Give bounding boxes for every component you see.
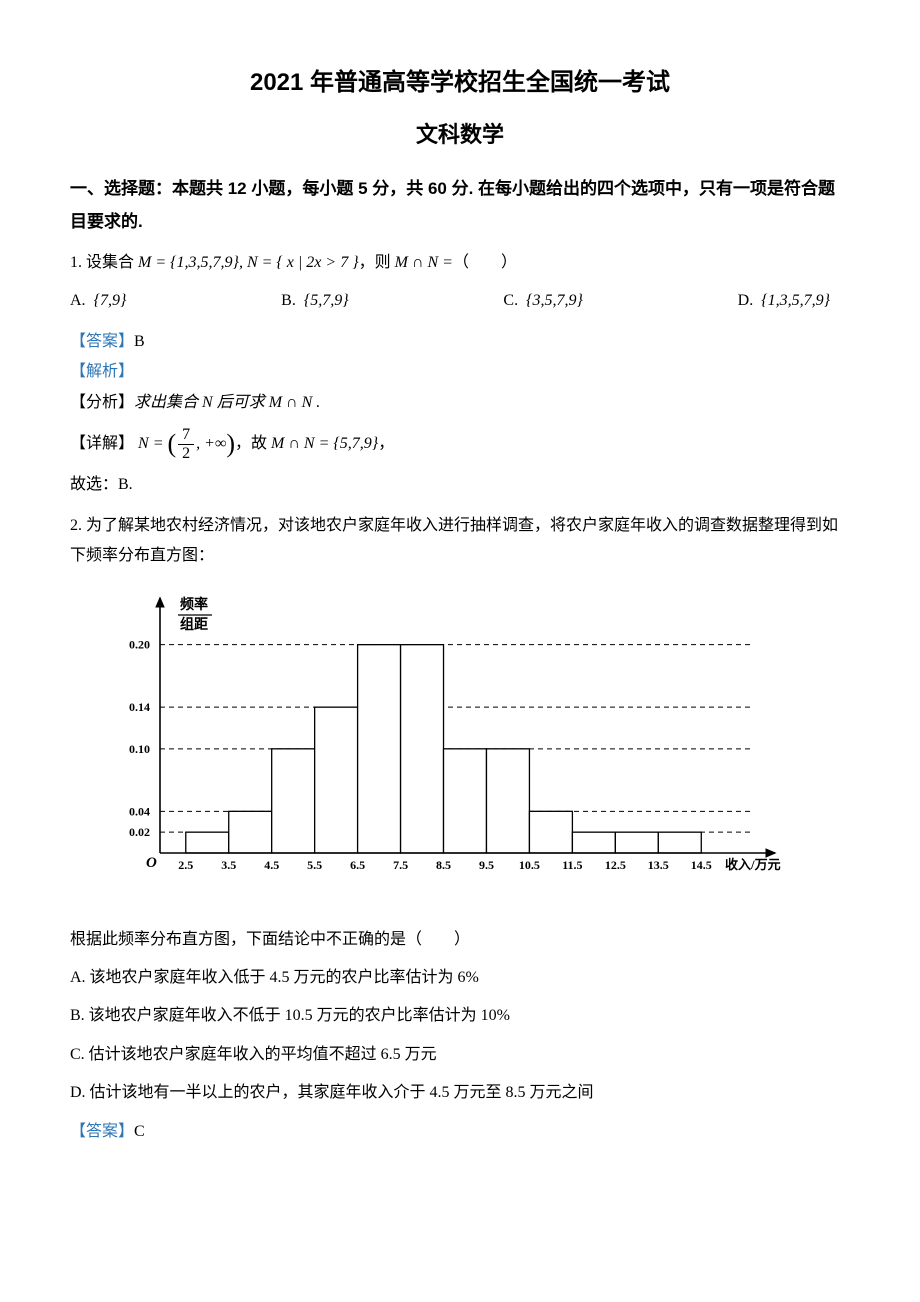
q1-opt-d-val: {1,3,5,7,9} (761, 292, 830, 309)
svg-text:13.5: 13.5 (648, 858, 669, 872)
svg-text:14.5: 14.5 (691, 858, 712, 872)
q1-math-mn: M ∩ N = (395, 254, 453, 271)
svg-text:6.5: 6.5 (350, 858, 365, 872)
svg-text:11.5: 11.5 (562, 858, 582, 872)
q1-opt-a-val: {7,9} (94, 292, 127, 309)
main-title: 2021 年普通高等学校招生全国统一考试 (70, 60, 850, 106)
q1-answer: 【答案】B (70, 327, 850, 357)
question-2: 2. 为了解某地农村经济情况，对该地农户家庭年收入进行抽样调查，将农户家庭年收入… (70, 511, 850, 572)
q1-opt-b-val: {5,7,9} (304, 292, 349, 309)
q2-answer-val: C (134, 1123, 145, 1140)
q1-detail-mid: ，故 (235, 435, 271, 452)
svg-text:0.20: 0.20 (129, 638, 150, 652)
q1-answer-val: B (134, 333, 145, 350)
q1-detail-N-pre: N = (138, 435, 167, 452)
q2-number: 2. (70, 517, 82, 534)
svg-text:7.5: 7.5 (393, 858, 408, 872)
svg-text:O: O (146, 855, 157, 871)
question-1: 1. 设集合 M = {1,3,5,7,9}, N = { x | 2x > 7… (70, 248, 850, 278)
svg-text:组距: 组距 (180, 616, 208, 633)
q1-opt-a-label: A. (70, 292, 86, 309)
q1-option-b: B. {5,7,9} (281, 286, 348, 316)
q1-math-sets: M = {1,3,5,7,9}, N = { x | 2x > 7 } (138, 254, 359, 271)
q1-detail-label: 【详解】 (70, 435, 134, 452)
q1-opt-b-label: B. (281, 292, 296, 309)
lparen-icon: ( (167, 429, 176, 458)
q1-analysis: 【解析】 (70, 357, 850, 387)
q1-paren: （ ） (453, 254, 517, 271)
q1-option-c: C. {3,5,7,9} (503, 286, 582, 316)
q1-opt-d-label: D. (738, 292, 754, 309)
svg-text:4.5: 4.5 (264, 858, 279, 872)
q1-opt-c-val: {3,5,7,9} (526, 292, 583, 309)
svg-text:0.10: 0.10 (129, 742, 150, 756)
svg-text:0.02: 0.02 (129, 825, 150, 839)
q1-fenxi: 【分析】求出集合 N 后可求 M ∩ N . (70, 388, 850, 418)
svg-text:0.14: 0.14 (129, 700, 150, 714)
q1-option-d: D. {1,3,5,7,9} (738, 286, 830, 316)
q1-frac-num: 7 (178, 426, 194, 445)
q1-analysis-label: 【解析】 (70, 363, 134, 380)
svg-text:2.5: 2.5 (178, 858, 193, 872)
q2-options: A. 该地农户家庭年收入低于 4.5 万元的农户比率估计为 6% B. 该地农户… (70, 963, 850, 1109)
svg-text:0.04: 0.04 (129, 805, 150, 819)
svg-text:5.5: 5.5 (307, 858, 322, 872)
sub-title: 文科数学 (70, 114, 850, 156)
q2-answer-label: 【答案】 (70, 1123, 134, 1140)
q2-option-b: B. 该地农户家庭年收入不低于 10.5 万元的农户比率估计为 10% (70, 1001, 850, 1031)
q1-detail: 【详解】 N = (72, +∞)，故 M ∩ N = {5,7,9}， (70, 426, 850, 462)
q1-detail-N-post: , +∞ (196, 435, 226, 452)
svg-text:10.5: 10.5 (519, 858, 540, 872)
histogram-svg: 0.02 0.04 0.10 0.14 0.20 2.5 3.5 4.5 5.5 6.5 7.5 8.… (90, 583, 790, 893)
svg-text:收入/万元: 收入/万元 (725, 857, 781, 872)
q1-frac-den: 2 (178, 445, 194, 463)
q1-guxuan: 故选：B. (70, 470, 850, 500)
q1-answer-label: 【答案】 (70, 333, 134, 350)
q1-detail-MN: M ∩ N = {5,7,9} (271, 435, 378, 452)
q1-fenxi-text: 求出集合 N 后可求 M ∩ N . (134, 394, 320, 411)
svg-text:9.5: 9.5 (479, 858, 494, 872)
q1-stem-pre: 设集合 (82, 254, 138, 271)
q2-option-d: D. 估计该地有一半以上的农户，其家庭年收入介于 4.5 万元至 8.5 万元之… (70, 1078, 850, 1108)
svg-text:8.5: 8.5 (436, 858, 451, 872)
q1-options: A. {7,9} B. {5,7,9} C. {3,5,7,9} D. {1,3… (70, 286, 850, 316)
q1-detail-frac: 72 (178, 426, 194, 462)
q1-number: 1. (70, 254, 82, 271)
section-1-header: 一、选择题：本题共 12 小题，每小题 5 分，共 60 分. 在每小题给出的四… (70, 173, 850, 238)
q2-stem: 为了解某地农村经济情况，对该地农户家庭年收入进行抽样调查，将农户家庭年收入的调查… (70, 517, 838, 564)
q1-opt-c-label: C. (503, 292, 518, 309)
q2-option-c: C. 估计该地农户家庭年收入的平均值不超过 6.5 万元 (70, 1040, 850, 1070)
svg-text:12.5: 12.5 (605, 858, 626, 872)
rparen-icon: ) (226, 429, 235, 458)
q1-option-a: A. {7,9} (70, 286, 126, 316)
q2-histogram: 0.02 0.04 0.10 0.14 0.20 2.5 3.5 4.5 5.5 6.5 7.5 8.… (90, 583, 850, 904)
q1-stem-mid: ，则 (359, 254, 395, 271)
q2-option-a: A. 该地农户家庭年收入低于 4.5 万元的农户比率估计为 6% (70, 963, 850, 993)
svg-text:频率: 频率 (180, 596, 208, 613)
svg-text:3.5: 3.5 (221, 858, 236, 872)
q2-after-chart: 根据此频率分布直方图，下面结论中不正确的是（ ） (70, 925, 850, 955)
q1-fenxi-label: 【分析】 (70, 394, 134, 411)
q2-answer: 【答案】C (70, 1117, 850, 1147)
q1-detail-end: ， (378, 435, 394, 452)
